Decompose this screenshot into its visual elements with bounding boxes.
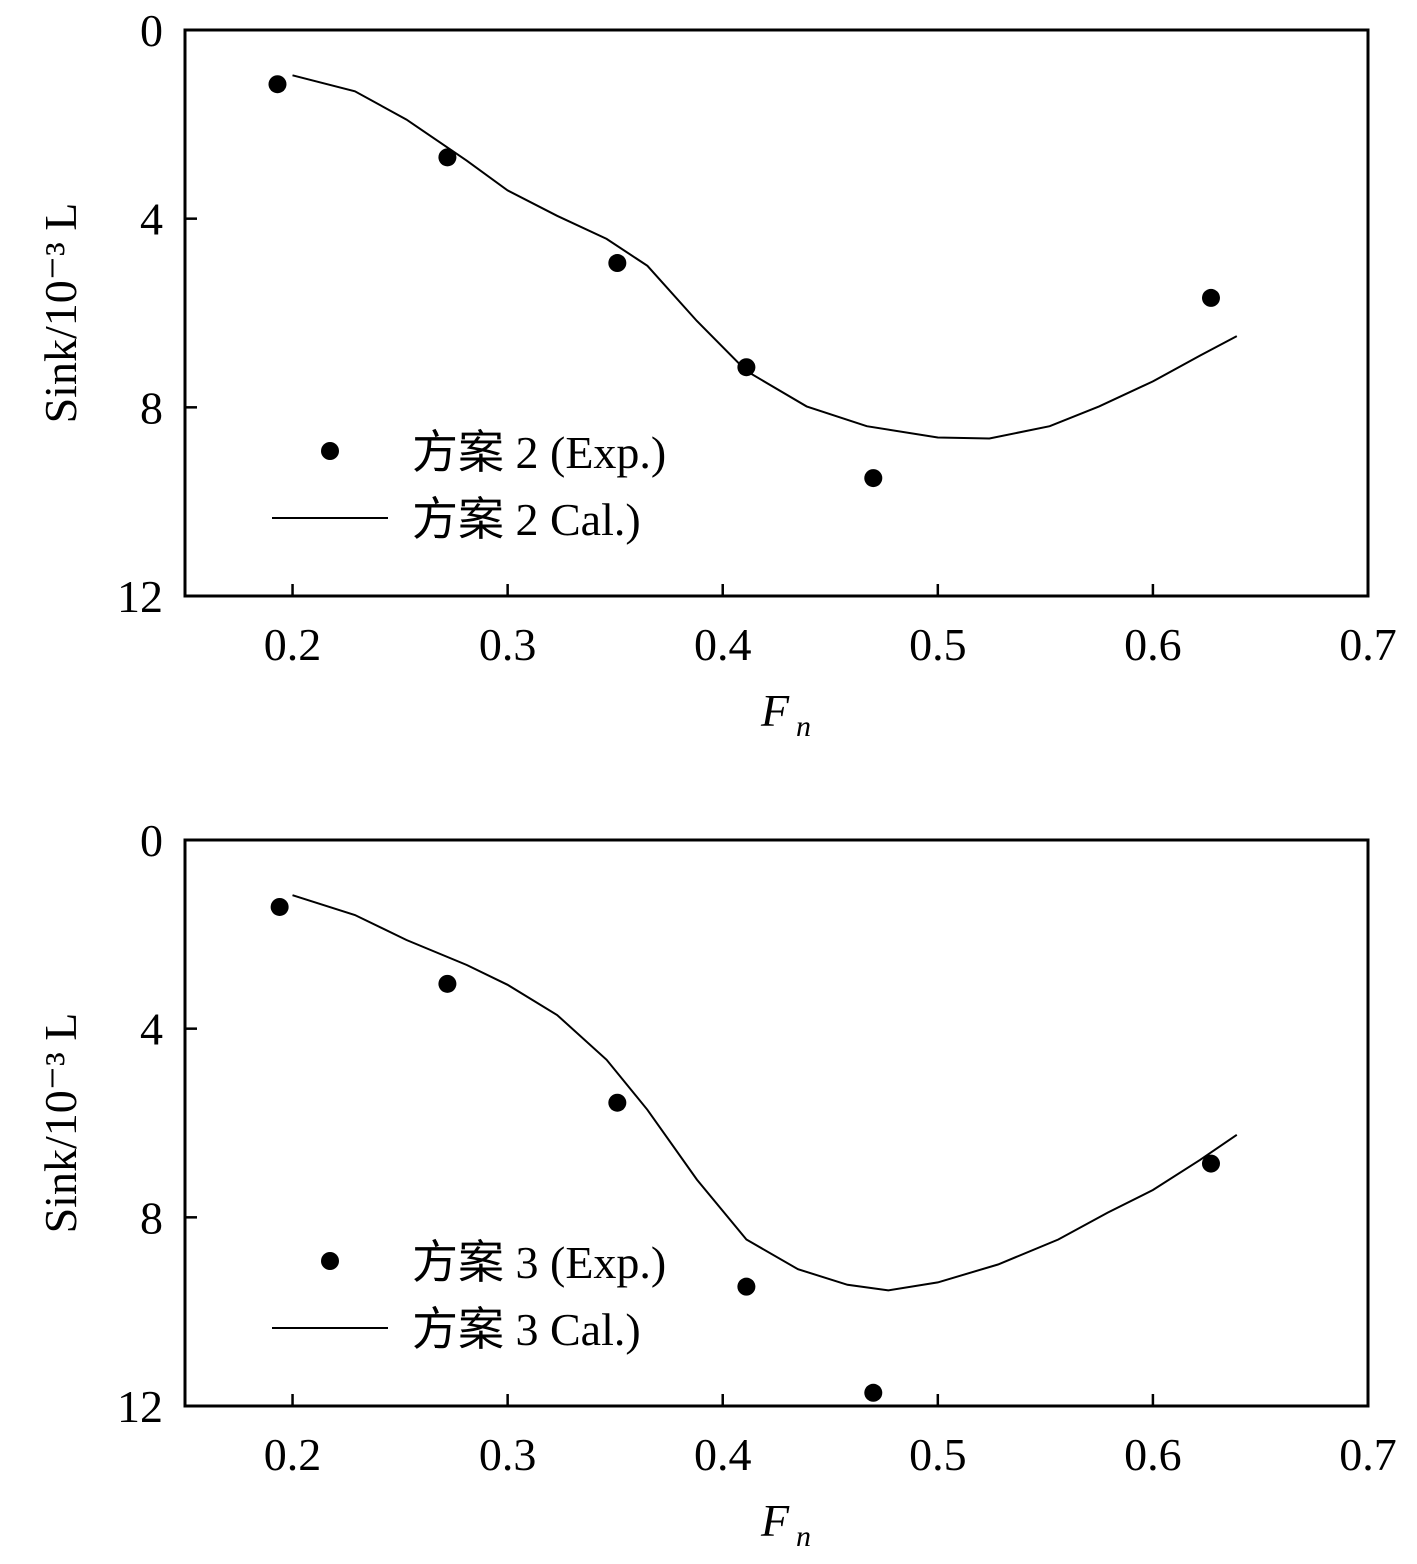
- legend-marker-experimental: [321, 442, 339, 460]
- x-tick-label: 0.4: [694, 619, 752, 670]
- data-point-experimental: [737, 1277, 756, 1296]
- y-tick-label: 8: [140, 1192, 163, 1243]
- x-tick-label: 0.3: [479, 1429, 537, 1480]
- series-line-calculated: [292, 894, 1238, 1292]
- data-point-experimental: [1201, 1154, 1220, 1173]
- data-point-experimental: [1201, 288, 1220, 307]
- x-tick-label: 0.6: [1124, 619, 1182, 670]
- x-axis-label: F: [760, 1495, 790, 1546]
- data-point-experimental: [438, 148, 457, 167]
- legend-label-calculated: 方案 3 Cal.): [412, 1304, 641, 1355]
- series-line-calculated: [292, 74, 1238, 440]
- chart-1: 0.2 0.3 0.4 0.5 0.6 0.7 0 4 8 12 Sink/10⁻³ L F n 方案 2…: [35, 5, 1397, 743]
- x-tick-label: 0.5: [909, 1429, 967, 1480]
- data-point-experimental: [438, 974, 457, 993]
- y-tick-label: 12: [117, 1381, 163, 1432]
- x-tick-label: 0.4: [694, 1429, 752, 1480]
- x-tick-label: 0.3: [479, 619, 537, 670]
- x-axis-label-subscript: n: [796, 1520, 811, 1553]
- legend-label-calculated: 方案 2 Cal.): [412, 494, 641, 545]
- x-axis-label-subscript: n: [796, 710, 811, 743]
- y-tick-label: 4: [140, 194, 163, 245]
- data-point-experimental: [737, 358, 756, 377]
- y-tick-label: 0: [140, 815, 163, 866]
- x-tick-label: 0.2: [264, 1429, 322, 1480]
- data-point-experimental: [608, 254, 627, 273]
- data-point-experimental: [864, 469, 883, 488]
- plot-frame: [183, 28, 1370, 598]
- data-point-experimental: [864, 1383, 883, 1402]
- data-point-experimental: [268, 75, 287, 94]
- y-tick-label: 4: [140, 1004, 163, 1055]
- y-axis-label: Sink/10⁻³ L: [35, 203, 86, 424]
- x-tick-label: 0.6: [1124, 1429, 1182, 1480]
- y-tick-label: 0: [140, 5, 163, 56]
- legend-label-experimental: 方案 3 (Exp.): [412, 1237, 666, 1288]
- x-tick-label: 0.7: [1339, 1429, 1397, 1480]
- chart-2: 0.2 0.3 0.4 0.5 0.6 0.7 0 4 8 12 Sink/10⁻³ L F n 方案 3…: [35, 815, 1397, 1553]
- legend-label-experimental: 方案 2 (Exp.): [412, 427, 666, 478]
- data-point-experimental: [608, 1093, 627, 1112]
- x-tick-label: 0.5: [909, 619, 967, 670]
- y-tick-label: 8: [140, 382, 163, 433]
- plot-frame: [183, 838, 1370, 1408]
- x-tick-label: 0.7: [1339, 619, 1397, 670]
- x-tick-label: 0.2: [264, 619, 322, 670]
- y-axis-label: Sink/10⁻³ L: [35, 1013, 86, 1234]
- x-axis-label: F: [760, 685, 790, 736]
- legend-marker-experimental: [321, 1252, 339, 1270]
- y-tick-label: 12: [117, 571, 163, 622]
- data-point-experimental: [270, 897, 289, 916]
